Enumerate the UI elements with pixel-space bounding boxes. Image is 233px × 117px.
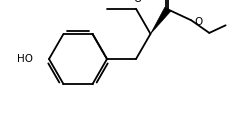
Polygon shape [151,7,171,34]
Text: O: O [194,17,202,27]
Text: HO: HO [17,54,33,64]
Text: O: O [133,0,141,4]
